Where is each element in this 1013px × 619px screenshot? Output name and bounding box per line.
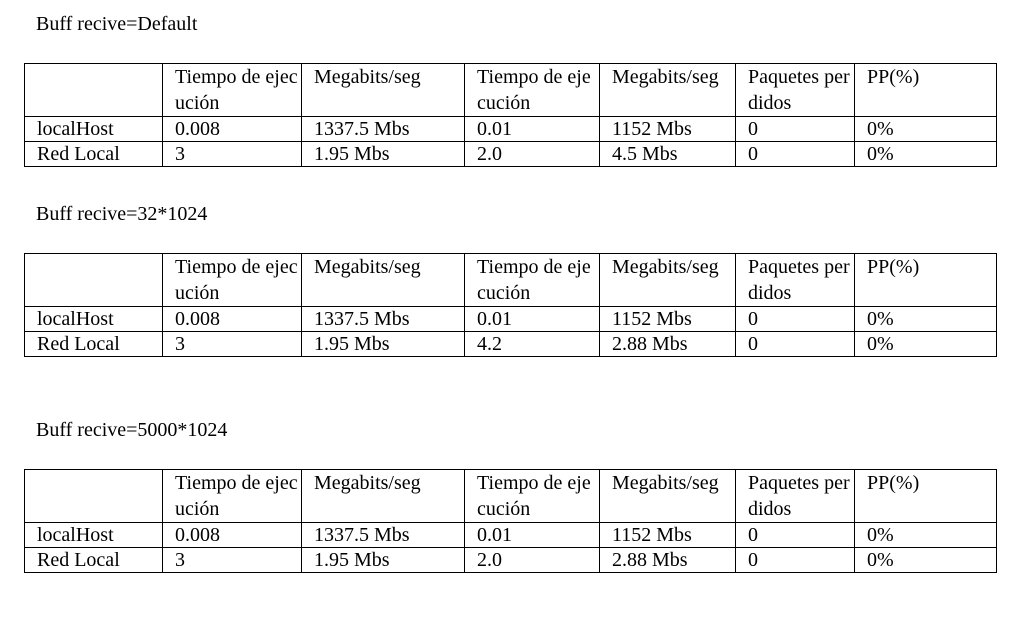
row-label-cell: localHost xyxy=(24,116,163,142)
table-cell: 0% xyxy=(854,547,997,573)
header-cell: Tiempo de ejecución xyxy=(464,63,600,117)
header-cell: PP(%) xyxy=(854,253,997,307)
table-cell: 0.01 xyxy=(464,522,600,548)
header-cell: Tiempo de ejecución xyxy=(464,253,600,307)
table-cell: 3 xyxy=(162,141,302,167)
table-cell: 2.88 Mbs xyxy=(599,547,736,573)
table-cell: 0 xyxy=(735,331,855,357)
header-cell: Tiempo de ejecución xyxy=(162,63,302,117)
table-row: localHost 0.008 1337.5 Mbs 0.01 1152 Mbs… xyxy=(24,522,997,548)
table-cell: 0% xyxy=(854,331,997,357)
results-table-32k: Tiempo de ejecución Megabits/seg Tiempo … xyxy=(24,253,997,357)
header-cell: Megabits/seg xyxy=(599,253,736,307)
table-row: Red Local 3 1.95 Mbs 4.2 2.88 Mbs 0 0% xyxy=(24,331,997,357)
table-cell: 2.88 Mbs xyxy=(599,331,736,357)
table-row: Red Local 3 1.95 Mbs 2.0 4.5 Mbs 0 0% xyxy=(24,141,997,167)
table-cell: 1.95 Mbs xyxy=(301,331,465,357)
table-cell: 0 xyxy=(735,141,855,167)
row-label-cell: localHost xyxy=(24,306,163,332)
table-row: localHost 0.008 1337.5 Mbs 0.01 1152 Mbs… xyxy=(24,116,997,142)
row-label-cell: Red Local xyxy=(24,547,163,573)
table-cell: 1152 Mbs xyxy=(599,116,736,142)
section-title-default: Buff recive=Default xyxy=(36,13,198,35)
section-title-5000k: Buff recive=5000*1024 xyxy=(36,419,228,441)
header-cell: Megabits/seg xyxy=(301,469,465,523)
header-cell: Paquetes perdidos xyxy=(735,253,855,307)
table-cell: 0.008 xyxy=(162,522,302,548)
table-cell: 0% xyxy=(854,141,997,167)
table-header-row: Tiempo de ejecución Megabits/seg Tiempo … xyxy=(24,63,997,117)
header-cell: Tiempo de ejecución xyxy=(162,469,302,523)
row-label-cell: Red Local xyxy=(24,331,163,357)
table-cell: 0 xyxy=(735,306,855,332)
table-cell: 1.95 Mbs xyxy=(301,547,465,573)
header-cell: Paquetes perdidos xyxy=(735,63,855,117)
table-cell: 1337.5 Mbs xyxy=(301,116,465,142)
header-cell: Megabits/seg xyxy=(301,63,465,117)
header-cell: PP(%) xyxy=(854,469,997,523)
row-label-cell: localHost xyxy=(24,522,163,548)
table-cell: 0% xyxy=(854,116,997,142)
table-cell: 2.0 xyxy=(464,141,600,167)
header-cell: Tiempo de ejecución xyxy=(464,469,600,523)
header-cell: Megabits/seg xyxy=(599,63,736,117)
table-cell: 4.5 Mbs xyxy=(599,141,736,167)
table-cell: 0% xyxy=(854,306,997,332)
table-cell: 4.2 xyxy=(464,331,600,357)
header-cell: Megabits/seg xyxy=(599,469,736,523)
table-row: localHost 0.008 1337.5 Mbs 0.01 1152 Mbs… xyxy=(24,306,997,332)
header-cell: Paquetes perdidos xyxy=(735,469,855,523)
table-cell: 2.0 xyxy=(464,547,600,573)
header-cell xyxy=(24,469,163,523)
header-cell: Megabits/seg xyxy=(301,253,465,307)
table-cell: 0% xyxy=(854,522,997,548)
table-header-row: Tiempo de ejecución Megabits/seg Tiempo … xyxy=(24,253,997,307)
table-cell: 0 xyxy=(735,522,855,548)
table-cell: 1152 Mbs xyxy=(599,306,736,332)
table-cell: 0 xyxy=(735,116,855,142)
table-cell: 0.008 xyxy=(162,116,302,142)
table-cell: 0.008 xyxy=(162,306,302,332)
header-cell: PP(%) xyxy=(854,63,997,117)
row-label-cell: Red Local xyxy=(24,141,163,167)
header-cell: Tiempo de ejecución xyxy=(162,253,302,307)
table-cell: 0.01 xyxy=(464,116,600,142)
table-row: Red Local 3 1.95 Mbs 2.0 2.88 Mbs 0 0% xyxy=(24,547,997,573)
table-cell: 0.01 xyxy=(464,306,600,332)
table-cell: 1337.5 Mbs xyxy=(301,306,465,332)
table-cell: 3 xyxy=(162,331,302,357)
section-title-32k: Buff recive=32*1024 xyxy=(36,203,208,225)
table-header-row: Tiempo de ejecución Megabits/seg Tiempo … xyxy=(24,469,997,523)
table-cell: 1.95 Mbs xyxy=(301,141,465,167)
results-table-default: Tiempo de ejecución Megabits/seg Tiempo … xyxy=(24,63,997,167)
table-cell: 0 xyxy=(735,547,855,573)
table-cell: 3 xyxy=(162,547,302,573)
table-cell: 1152 Mbs xyxy=(599,522,736,548)
header-cell xyxy=(24,63,163,117)
header-cell xyxy=(24,253,163,307)
table-cell: 1337.5 Mbs xyxy=(301,522,465,548)
results-table-5000k: Tiempo de ejecución Megabits/seg Tiempo … xyxy=(24,469,997,573)
